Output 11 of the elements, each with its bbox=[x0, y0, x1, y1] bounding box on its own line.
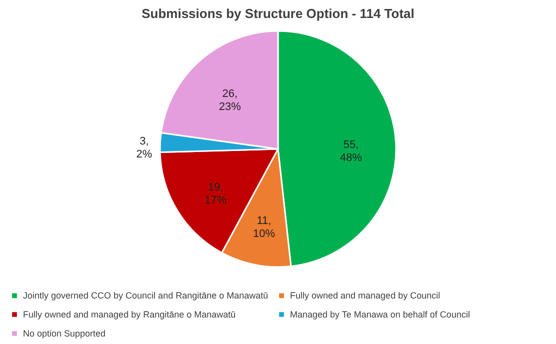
chart-title: Submissions by Structure Option - 114 Total bbox=[142, 6, 414, 21]
legend-label: Jointly governed CCO by Council and Rangitāne o Manawatū bbox=[23, 290, 268, 301]
data-label: 19, 17% bbox=[204, 181, 227, 206]
legend-label: No option Supported bbox=[23, 328, 106, 338]
data-label: 11, 10% bbox=[252, 214, 276, 240]
legend-label: Managed by Te Manawa on behalf of Council bbox=[290, 310, 470, 320]
data-label: 3, 2% bbox=[136, 136, 152, 161]
data-label: 26, 23% bbox=[218, 88, 242, 113]
legend-label: Fully owned and managed by Rangitāne o Manawatū bbox=[23, 310, 236, 320]
data-label: 55, 48% bbox=[340, 138, 362, 164]
legend-label: Fully owned and managed by Council bbox=[290, 290, 440, 301]
